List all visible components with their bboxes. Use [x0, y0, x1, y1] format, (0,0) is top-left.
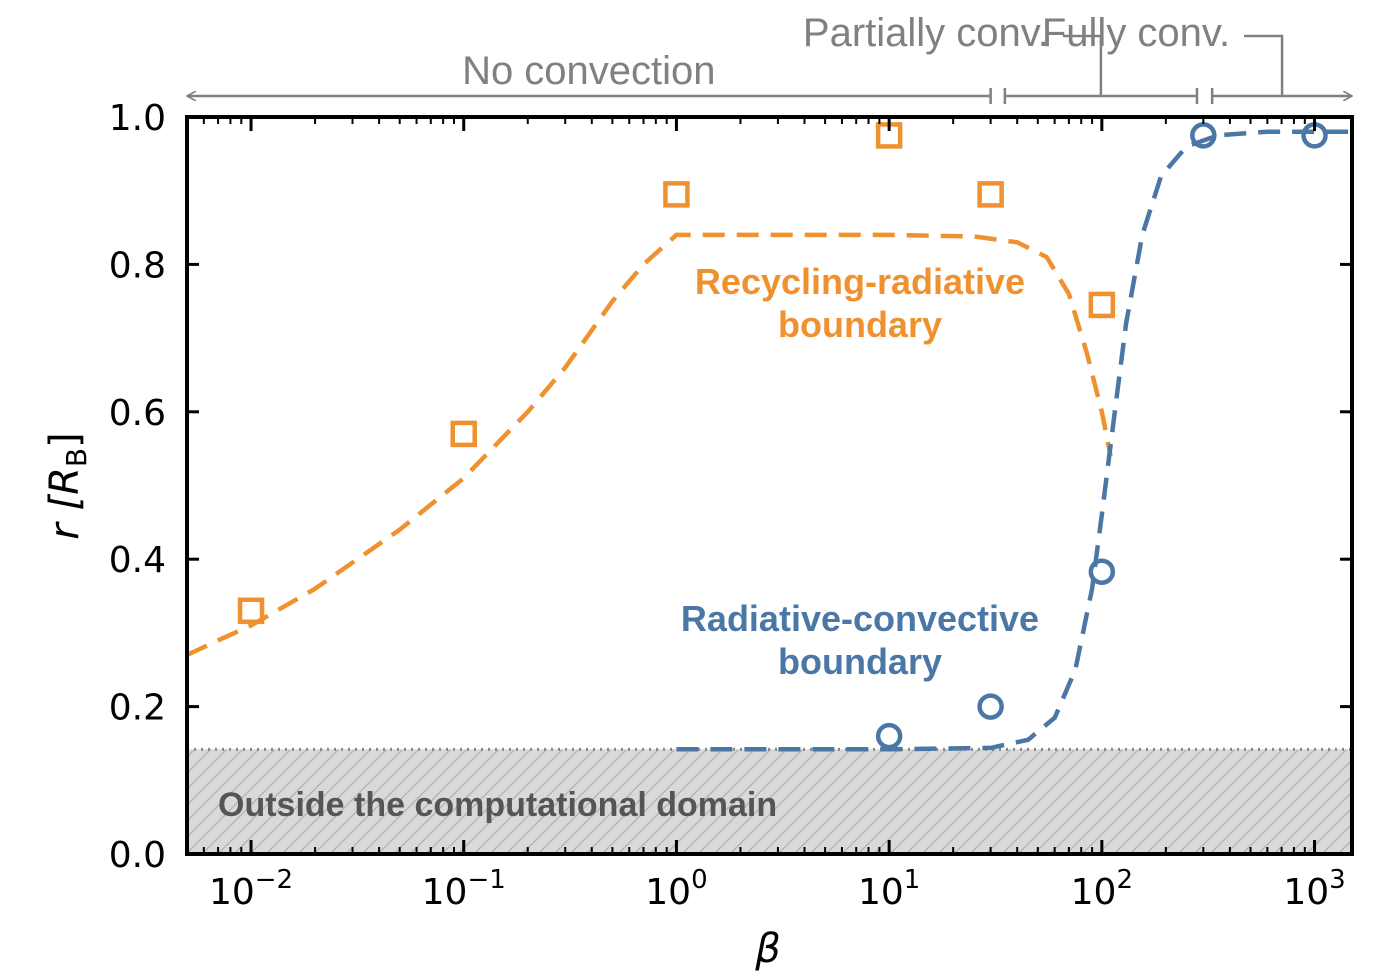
y-axis-label-close: ]: [42, 432, 88, 448]
x-tick-label-4: 102: [1071, 865, 1133, 913]
y-tick-label-3: 0.6: [109, 393, 166, 434]
y-axis-label-sub: B: [60, 448, 93, 467]
x-tick-exp-4: 2: [1116, 865, 1133, 895]
y-tick-label-0: 0.0: [109, 835, 166, 876]
square-marker-2: [663, 181, 690, 208]
x-tick-exp-1: −1: [467, 865, 505, 895]
radiative-convective-label-line2: boundary: [778, 641, 942, 682]
radiative-convective-fit-line: [676, 129, 1352, 752]
regime-annotations: No convection Partially conv.Fully conv.: [187, 11, 1352, 104]
domain-label: Outside the computational domain: [218, 786, 777, 824]
circle-marker-1: [977, 693, 1004, 720]
y-tick-labels: 0.0 0.2 0.4 0.6 0.8 1.0: [109, 98, 166, 876]
data-markers: [237, 122, 1328, 750]
circle-marker-3: [1190, 122, 1217, 149]
radiative-convective-label-line1: Radiative-convective: [681, 598, 1039, 639]
y-tick-label-5: 1.0: [109, 98, 166, 139]
y-axis-label-main: r [R: [42, 467, 88, 540]
recycling-radiative-label-line2: boundary: [778, 304, 942, 345]
x-tick-base-5: 10: [1283, 872, 1329, 913]
x-tick-exp-0: −2: [255, 865, 293, 895]
outside-domain-region: [187, 749, 1352, 854]
regime-label-0: No convection: [462, 49, 715, 93]
regime-bracket-2: [1244, 34, 1284, 96]
y-tick-label-4: 0.8: [109, 245, 166, 286]
recycling-radiative-label-line1: Recycling-radiative: [695, 261, 1025, 302]
x-tick-label-5: 103: [1283, 865, 1345, 913]
x-tick-base-2: 10: [645, 872, 691, 913]
x-tick-base-3: 10: [858, 872, 904, 913]
square-marker-0: [237, 597, 265, 625]
y-tick-label-2: 0.4: [109, 540, 166, 581]
axis-ticks: [186, 115, 1352, 856]
x-tick-label-2: 100: [645, 865, 707, 913]
circle-marker-2: [1088, 558, 1116, 585]
x-tick-exp-2: 0: [691, 865, 708, 895]
regime-label-2: Fully conv.: [1042, 11, 1230, 55]
square-marker-5: [1088, 291, 1116, 319]
x-tick-base-1: 10: [422, 872, 468, 913]
circle-marker-0: [875, 722, 903, 750]
y-tick-label-1: 0.2: [109, 688, 166, 729]
x-tick-label-3: 101: [858, 865, 920, 913]
regime-label-1: Partially conv.: [803, 11, 1049, 55]
x-tick-base-0: 10: [209, 872, 255, 913]
square-marker-4: [977, 181, 1004, 208]
y-axis-label: r [RB]: [42, 432, 93, 539]
x-tick-label-0: 10−2: [209, 865, 293, 913]
x-tick-label-1: 10−1: [422, 865, 506, 913]
x-tick-exp-3: 1: [904, 865, 921, 895]
plot-frame: [185, 115, 1354, 856]
regime-bracket-1: [1062, 34, 1103, 96]
x-tick-base-4: 10: [1071, 872, 1117, 913]
recycling-radiative-fit-line: [186, 232, 1113, 658]
x-tick-labels: 10−2 10−1 100 101 102 103: [209, 865, 1346, 913]
x-tick-exp-5: 3: [1329, 865, 1346, 895]
square-marker-1: [450, 420, 477, 448]
x-axis-label: β: [754, 926, 781, 972]
